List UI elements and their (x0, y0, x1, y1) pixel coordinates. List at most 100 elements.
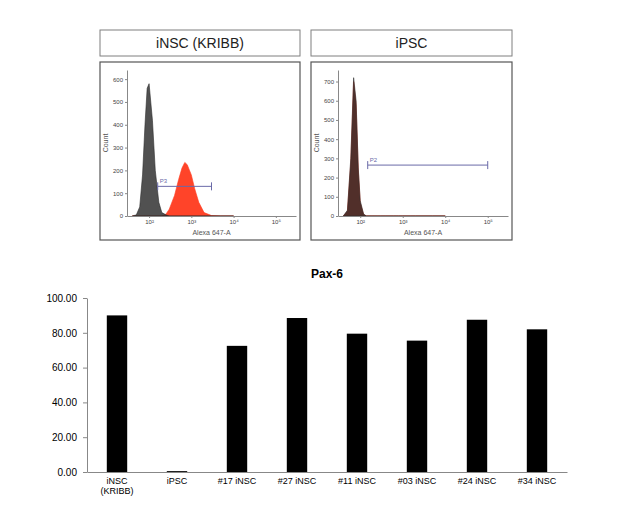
tick-label: 10² (145, 219, 154, 225)
gate-line (158, 186, 212, 187)
tick-label: 600 (324, 98, 335, 104)
tick-mark (336, 82, 338, 83)
tick: #27 iNSC (278, 476, 317, 486)
tick-mark (149, 216, 150, 218)
bar (227, 346, 247, 472)
x-axis-title: Alexa 647-A (404, 229, 442, 236)
tick: 10³ (188, 216, 197, 225)
tick-label: 20.00 (52, 432, 77, 443)
tick-mark (336, 101, 338, 102)
tick: 400 (113, 122, 127, 128)
tick-label: #17 iNSC (218, 476, 257, 486)
bar (167, 471, 187, 472)
gate-end (211, 182, 212, 190)
tick-label: 60.00 (52, 362, 77, 373)
tick-label: 600 (113, 77, 124, 83)
tick-mark (276, 216, 277, 218)
tick-label: 100.00 (46, 293, 77, 304)
tick-label: 10⁵ (484, 219, 494, 225)
tick-mark (83, 298, 87, 299)
tick-label: 400 (113, 122, 124, 128)
tick: #24 iNSC (458, 476, 497, 486)
bar (467, 320, 487, 472)
tick-label: #27 iNSC (278, 476, 317, 486)
tick-mark (125, 102, 127, 103)
tick-label: 10² (356, 219, 365, 225)
axis-line (339, 216, 509, 217)
tick-label: #34 iNSC (518, 476, 557, 486)
panel-title-box (100, 30, 300, 56)
tick-mark (336, 197, 338, 198)
axis-line (87, 299, 88, 473)
tick: #34 iNSC (518, 476, 557, 486)
tick-mark (83, 368, 87, 369)
tick: #17 iNSC (218, 476, 257, 486)
tick: 0.00 (58, 467, 87, 478)
tick: 10³ (399, 216, 408, 225)
gate-end (487, 161, 488, 169)
tick-label: 300 (324, 156, 335, 162)
y-axis-title: Count (102, 134, 109, 153)
panel-title-box (311, 30, 512, 56)
tick-label: 10⁴ (229, 219, 239, 225)
tick-mark (336, 158, 338, 159)
tick-label: #11 iNSC (338, 476, 376, 486)
tick-label: 500 (113, 99, 124, 105)
tick: #03 iNSC (398, 476, 437, 486)
tick: 40.00 (52, 397, 87, 408)
tick: #11 iNSC (338, 476, 376, 486)
gate-end (157, 182, 158, 190)
bar (407, 341, 427, 472)
tick-label: 100 (324, 194, 335, 200)
panel-title: iNSC (KRIBB) (156, 35, 244, 51)
tick-mark (488, 216, 489, 218)
tick: 20.00 (52, 432, 87, 443)
tick-mark (83, 437, 87, 438)
tick-label: #03 iNSC (398, 476, 437, 486)
tick-label: 400 (324, 137, 335, 143)
tick: 10² (356, 216, 365, 225)
tick-mark (125, 216, 127, 217)
tick: 10⁴ (441, 216, 451, 225)
tick: 100 (324, 194, 338, 200)
tick-mark (336, 178, 338, 179)
tick-mark (125, 125, 127, 126)
tick-label: 10³ (399, 219, 408, 225)
axis: iNSC(KRIBB)iPSC#17 iNSC#27 iNSC#11 iNSC#… (88, 473, 568, 497)
axis-line (127, 71, 128, 217)
axis-line (128, 216, 297, 217)
tick-label: 200 (113, 168, 124, 174)
tick: 10⁴ (229, 216, 239, 225)
x-axis-title: Alexa 647-A (192, 229, 230, 236)
tick-label: 80.00 (52, 328, 77, 339)
tick-mark (403, 216, 404, 218)
tick-label: 200 (324, 175, 335, 181)
axis-line (88, 472, 568, 473)
tick: 700 (324, 79, 338, 85)
tick-label: #24 iNSC (458, 476, 497, 486)
axis: 10² 10³ 10⁴ 10⁵ (128, 216, 297, 225)
tick: 0 (331, 213, 338, 219)
bar (287, 318, 307, 472)
axis-line (338, 71, 339, 217)
tick-label: 10⁵ (272, 219, 282, 225)
axis: 10² 10³ 10⁴ 10⁵ (339, 216, 509, 225)
tick-mark (336, 139, 338, 140)
tick-label: 100 (113, 191, 124, 197)
tick-mark (125, 193, 127, 194)
panel: iNSC (KRIBB) 10² 10³ 10⁴ 10⁵ 0 100 200 300 400 500… (100, 30, 300, 240)
tick: 300 (324, 156, 338, 162)
tick: 500 (324, 117, 338, 123)
plot-marks (132, 84, 233, 216)
tick-mark (360, 216, 361, 218)
axis: 0.00 20.00 40.00 60.00 80.00 100.00 (46, 293, 87, 478)
panel-frame (100, 62, 300, 240)
tick: 300 (113, 145, 127, 151)
tick-mark (83, 333, 87, 334)
tick-label: 0.00 (58, 467, 78, 478)
tick-label: 0 (120, 213, 124, 219)
bar (527, 329, 547, 472)
tick: 100 (113, 191, 127, 197)
tick-label: 40.00 (52, 397, 77, 408)
tick-mark (336, 120, 338, 121)
